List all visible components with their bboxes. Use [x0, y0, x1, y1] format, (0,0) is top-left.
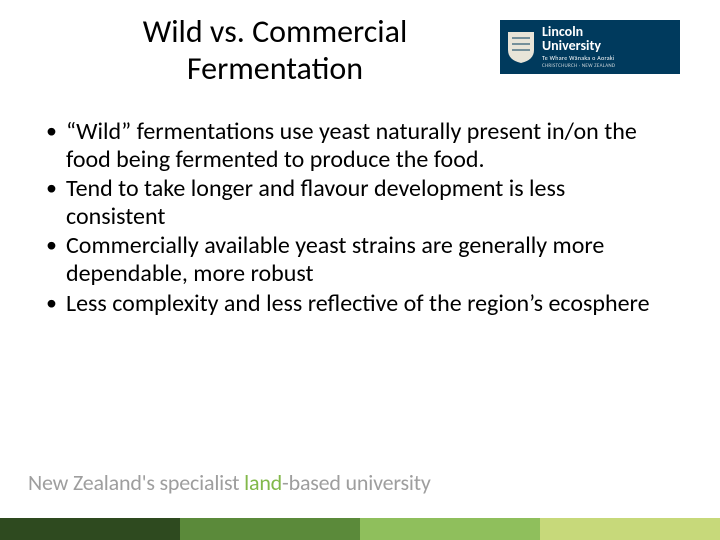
logo-line2: University [542, 39, 615, 53]
slide: Wild vs. Commercial Fermentation Lincoln… [0, 0, 720, 540]
logo-line3: Te Whare Wānaka o Aoraki [542, 55, 615, 61]
bullet-list: “Wild” fermentations use yeast naturally… [40, 118, 670, 317]
crest-icon [506, 30, 536, 64]
tagline-suffix: -based university [282, 469, 431, 496]
list-item: Commercially available yeast strains are… [40, 232, 670, 287]
logo-line4: CHRISTCHURCH · NEW ZEALAND [542, 64, 615, 69]
content-area: “Wild” fermentations use yeast naturally… [40, 118, 670, 319]
tagline-accent: land [244, 469, 282, 496]
logo-text: Lincoln University Te Whare Wānaka o Aor… [542, 25, 615, 69]
list-item: “Wild” fermentations use yeast naturally… [40, 118, 670, 173]
footer-seg-3 [360, 518, 540, 540]
footer-seg-2 [180, 518, 360, 540]
list-item: Less complexity and less reflective of t… [40, 290, 670, 318]
tagline: New Zealand's specialist land-based univ… [28, 469, 431, 496]
university-logo: Lincoln University Te Whare Wānaka o Aor… [500, 20, 680, 74]
list-item: Tend to take longer and flavour developm… [40, 175, 670, 230]
footer-seg-4 [540, 518, 720, 540]
tagline-prefix: New Zealand's specialist [28, 469, 244, 496]
footer-seg-1 [0, 518, 180, 540]
footer-bar [0, 518, 720, 540]
slide-title: Wild vs. Commercial Fermentation [100, 14, 450, 88]
